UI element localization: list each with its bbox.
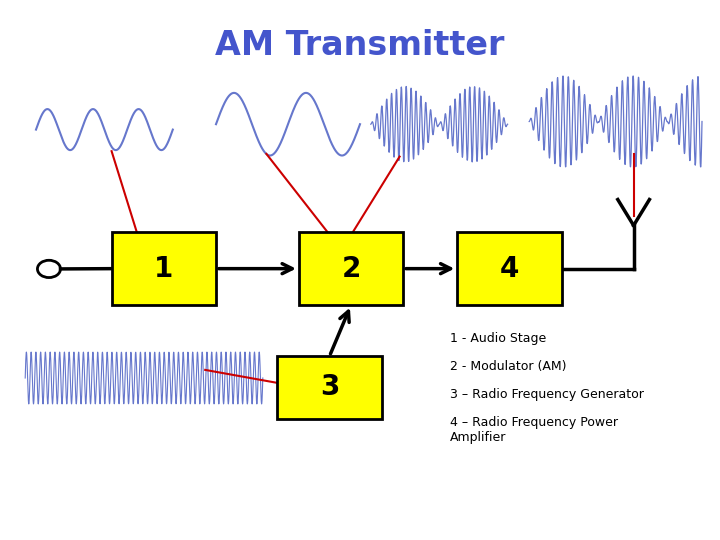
- Text: 1: 1: [154, 255, 174, 282]
- Text: AM Transmitter: AM Transmitter: [215, 29, 505, 63]
- Bar: [299, 232, 403, 305]
- Bar: [277, 356, 382, 418]
- Bar: [112, 232, 216, 305]
- Text: 2 - Modulator (AM): 2 - Modulator (AM): [450, 360, 567, 373]
- Text: 4: 4: [500, 255, 519, 282]
- Text: 3 – Radio Frequency Generator: 3 – Radio Frequency Generator: [450, 388, 644, 401]
- Text: 2: 2: [341, 255, 361, 282]
- Text: 3: 3: [320, 374, 339, 401]
- Text: 4 – Radio Frequency Power
Amplifier: 4 – Radio Frequency Power Amplifier: [450, 416, 618, 444]
- Text: 1 - Audio Stage: 1 - Audio Stage: [450, 332, 546, 345]
- Bar: [457, 232, 562, 305]
